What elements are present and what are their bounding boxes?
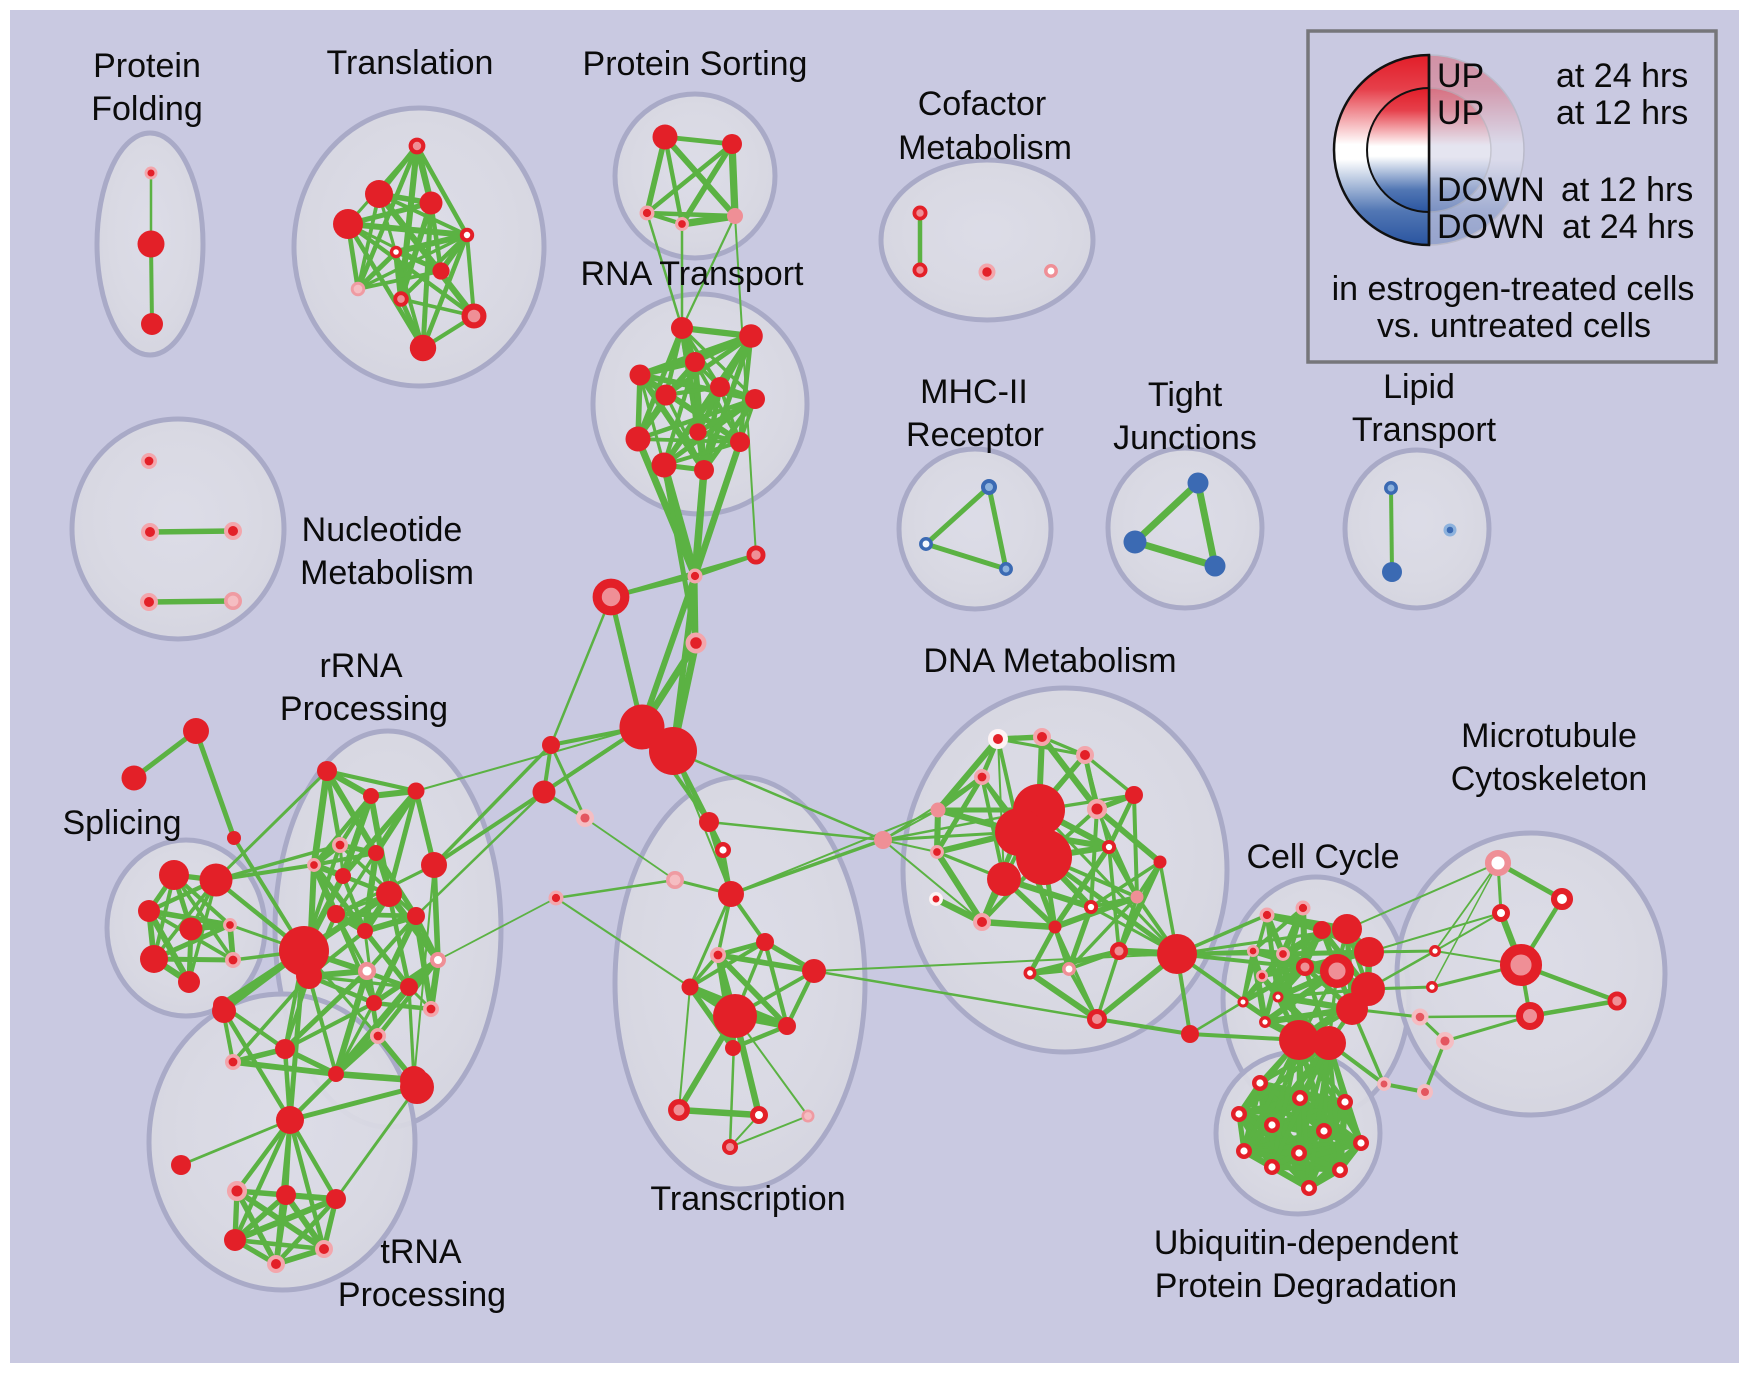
svg-text:DOWN: DOWN [1437, 208, 1545, 246]
svg-text:DNA Metabolism: DNA Metabolism [923, 642, 1176, 680]
svg-text:rRNA: rRNA [319, 647, 402, 685]
svg-text:Tight: Tight [1148, 376, 1223, 414]
svg-text:MHC-II: MHC-II [920, 373, 1028, 411]
svg-text:Protein: Protein [93, 47, 201, 85]
svg-text:Processing: Processing [280, 690, 448, 728]
svg-text:Protein Sorting: Protein Sorting [583, 45, 808, 83]
svg-text:Microtubule: Microtubule [1461, 717, 1637, 755]
svg-text:Receptor: Receptor [906, 416, 1044, 454]
svg-text:tRNA: tRNA [380, 1233, 462, 1271]
svg-text:at 12 hrs: at 12 hrs [1561, 171, 1693, 209]
svg-text:Translation: Translation [327, 44, 494, 82]
svg-text:at 24 hrs: at 24 hrs [1556, 57, 1688, 95]
svg-text:UP: UP [1437, 94, 1484, 132]
svg-text:at 24 hrs: at 24 hrs [1562, 208, 1694, 246]
svg-text:Splicing: Splicing [62, 804, 181, 842]
svg-text:UP: UP [1437, 57, 1484, 95]
svg-text:Nucleotide: Nucleotide [302, 511, 463, 549]
svg-text:Processing: Processing [338, 1276, 506, 1314]
svg-text:Cytoskeleton: Cytoskeleton [1451, 760, 1648, 798]
svg-text:at 12 hrs: at 12 hrs [1556, 94, 1688, 132]
svg-text:Folding: Folding [91, 90, 203, 128]
svg-text:Transcription: Transcription [650, 1180, 845, 1218]
svg-text:RNA Transport: RNA Transport [581, 255, 805, 293]
svg-text:Ubiquitin-dependent: Ubiquitin-dependent [1154, 1224, 1459, 1262]
svg-text:Metabolism: Metabolism [300, 554, 474, 592]
svg-text:Metabolism: Metabolism [898, 129, 1072, 167]
svg-text:Cell Cycle: Cell Cycle [1246, 838, 1399, 876]
svg-text:Junctions: Junctions [1113, 419, 1257, 457]
svg-text:Protein Degradation: Protein Degradation [1155, 1267, 1457, 1305]
svg-text:Transport: Transport [1352, 411, 1497, 449]
svg-text:DOWN: DOWN [1437, 171, 1545, 209]
svg-text:in estrogen-treated cells: in estrogen-treated cells [1332, 270, 1695, 308]
svg-text:Lipid: Lipid [1383, 368, 1455, 406]
svg-text:Cofactor: Cofactor [918, 85, 1047, 123]
svg-text:vs. untreated cells: vs. untreated cells [1377, 307, 1651, 345]
